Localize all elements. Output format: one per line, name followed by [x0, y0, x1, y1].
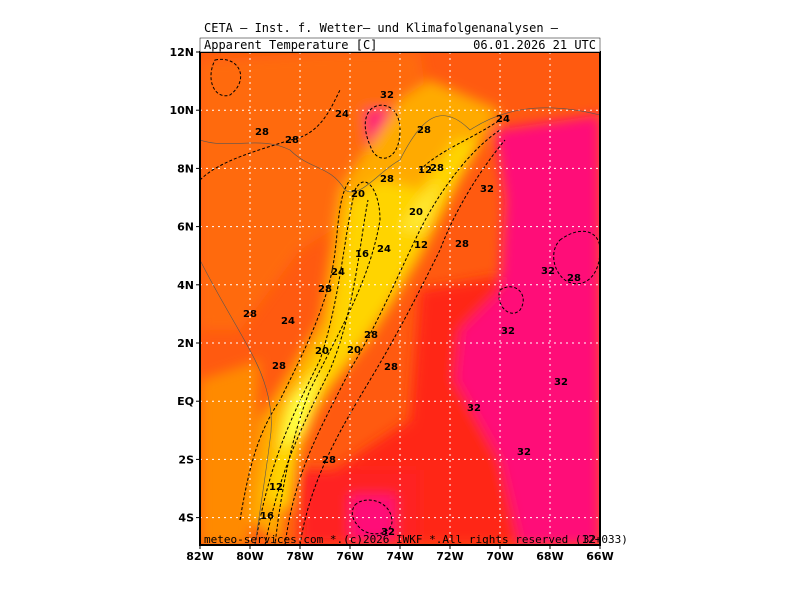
contour-label: 24 [281, 316, 295, 327]
lon-label: 78W [286, 550, 313, 563]
contour-label: 28 [567, 273, 581, 284]
lat-label: 2N [177, 337, 194, 350]
lat-label: 12N [169, 46, 194, 59]
lat-label: 4S [178, 512, 194, 525]
contour-label: 32 [501, 326, 515, 337]
contour-label: 28 [430, 163, 444, 174]
contour-label: 32 [467, 403, 481, 414]
lat-label: 6N [177, 221, 194, 234]
contour-label: 20 [347, 345, 361, 356]
contour-label: 32 [381, 527, 395, 538]
corner-value: 32 [583, 533, 596, 546]
lon-label: 70W [486, 550, 513, 563]
contour-label: 28 [318, 284, 332, 295]
contour-label: 28 [364, 330, 378, 341]
temperature-field [200, 52, 600, 545]
lat-label: 8N [177, 162, 194, 175]
lat-label: 10N [169, 104, 194, 117]
contour-label: 28 [272, 361, 286, 372]
contour-label: 32 [480, 184, 494, 195]
contour-label: 28 [322, 455, 336, 466]
contour-label: 28 [255, 127, 269, 138]
lon-label: 74W [386, 550, 413, 563]
contour-label: 28 [380, 174, 394, 185]
contour-label: 24 [331, 267, 345, 278]
credit: meteo-services.com *.(c)2026 IWKF *.All … [204, 533, 628, 546]
contour-label: 16 [355, 249, 369, 260]
lat-label: 4N [177, 279, 194, 292]
title: CETA — Inst. f. Wetter— und Klimafolgena… [204, 21, 559, 35]
lon-label: 82W [186, 550, 213, 563]
contour-label: 12 [418, 165, 432, 176]
contour-label: 16 [260, 511, 274, 522]
contour-label: 28 [243, 309, 257, 320]
contour-label: 28 [384, 362, 398, 373]
variable-name: Apparent Temperature [C] [204, 38, 377, 52]
contour-label: 28 [285, 135, 299, 146]
contour-label: 12 [269, 482, 283, 493]
lon-label: 80W [236, 550, 263, 563]
lat-label: EQ [177, 395, 194, 408]
contour-label: 28 [455, 239, 469, 250]
contour-label: 32 [517, 447, 531, 458]
coastlines [200, 107, 600, 545]
valid-time: 06.01.2026 21 UTC [473, 38, 596, 52]
contour-label: 24 [335, 109, 349, 120]
contour-label: 24 [377, 244, 391, 255]
contour-label: 24 [496, 114, 510, 125]
contour-label: 32 [554, 377, 568, 388]
contour-label: 28 [417, 125, 431, 136]
lon-label: 68W [536, 550, 563, 563]
subtitle-box [199, 37, 601, 53]
lon-label: 66W [586, 550, 613, 563]
contour-label: 12 [414, 240, 428, 251]
graticule [200, 52, 600, 545]
contours [200, 58, 600, 545]
contour-label: 32 [541, 266, 555, 277]
lat-label: 2S [178, 453, 194, 466]
contour-label: 20 [315, 346, 329, 357]
lon-label: 76W [336, 550, 363, 563]
contour-label: 20 [409, 207, 423, 218]
lon-label: 72W [436, 550, 463, 563]
contour-label: 32 [380, 90, 394, 101]
contour-label: 20 [351, 189, 365, 200]
